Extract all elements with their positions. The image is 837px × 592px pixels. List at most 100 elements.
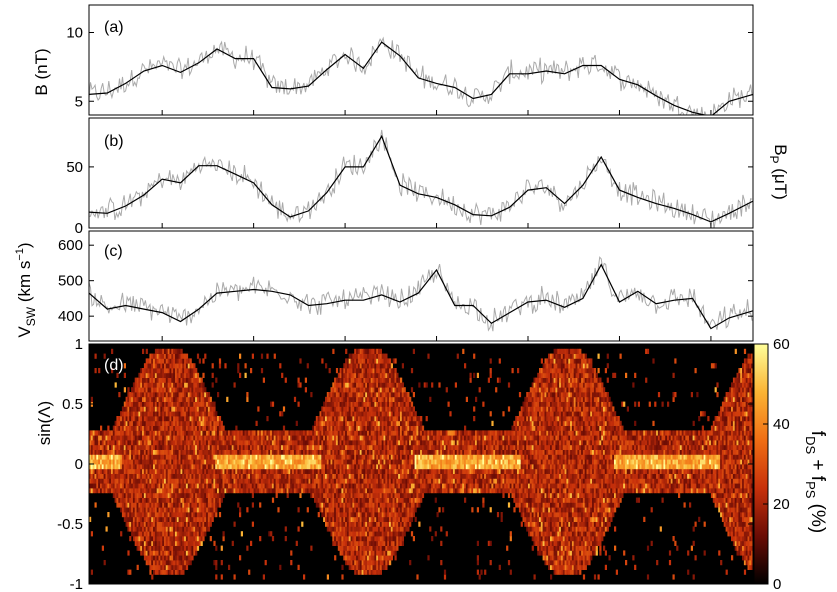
heatmap-cell bbox=[251, 435, 254, 441]
heatmap-cell bbox=[259, 488, 262, 494]
heatmap-cell bbox=[176, 473, 179, 479]
heatmap-cell bbox=[350, 531, 353, 537]
heatmap-cell bbox=[89, 488, 92, 494]
heatmap-cell bbox=[356, 420, 359, 426]
heatmap-cell bbox=[195, 521, 198, 527]
heatmap-cell bbox=[176, 382, 179, 388]
heatmap-cell bbox=[167, 368, 170, 374]
heatmap-cell bbox=[196, 406, 200, 412]
heatmap-cell bbox=[154, 368, 158, 374]
heatmap-cell bbox=[361, 564, 364, 570]
heatmap-cell bbox=[368, 488, 372, 494]
heatmap-cell bbox=[164, 473, 167, 479]
heatmap-cell bbox=[275, 444, 278, 450]
heatmap-cell bbox=[319, 425, 322, 431]
heatmap-cell bbox=[240, 444, 243, 450]
heatmap-cell bbox=[368, 430, 372, 436]
heatmap-cell bbox=[352, 377, 355, 383]
heatmap-cell bbox=[330, 459, 333, 465]
heatmap-cell bbox=[389, 387, 392, 393]
heatmap-cell bbox=[173, 512, 176, 518]
heatmap-cell bbox=[132, 483, 136, 489]
heatmap-cell bbox=[348, 550, 351, 556]
heatmap-cell bbox=[169, 531, 172, 537]
heatmap-cell bbox=[356, 368, 359, 374]
heatmap-cell bbox=[297, 483, 300, 489]
heatmap-cell bbox=[246, 396, 249, 402]
heatmap-cell bbox=[262, 483, 265, 489]
heatmap-cell bbox=[341, 435, 344, 441]
heatmap-cell bbox=[211, 492, 214, 498]
heatmap-cell bbox=[153, 440, 156, 446]
heatmap-cell bbox=[270, 468, 273, 474]
heatmap-cell bbox=[112, 468, 115, 474]
heatmap-cell bbox=[284, 488, 287, 494]
heatmap-cell bbox=[213, 454, 216, 460]
heatmap-cell bbox=[330, 497, 333, 503]
heatmap-cell bbox=[184, 497, 187, 503]
heatmap-cell bbox=[332, 401, 335, 407]
heatmap-cell bbox=[125, 425, 128, 431]
heatmap-cell bbox=[185, 406, 189, 412]
heatmap-cell bbox=[356, 531, 359, 537]
heatmap-cell bbox=[303, 459, 306, 465]
heatmap-cell bbox=[196, 497, 200, 503]
heatmap-cell bbox=[153, 401, 156, 407]
heatmap-cell bbox=[206, 392, 209, 398]
heatmap-cell bbox=[233, 430, 236, 436]
heatmap-cell bbox=[367, 363, 370, 369]
heatmap-cell bbox=[370, 521, 373, 527]
heatmap-cell bbox=[385, 473, 388, 479]
heatmap-cell bbox=[346, 411, 350, 417]
heatmap-cell bbox=[325, 444, 328, 450]
heatmap-cell bbox=[354, 435, 357, 441]
heatmap-cell bbox=[198, 516, 201, 522]
heatmap-cell bbox=[343, 416, 346, 422]
heatmap-cell bbox=[158, 401, 161, 407]
heatmap-cell bbox=[98, 468, 101, 474]
heatmap-cell bbox=[173, 464, 176, 470]
heatmap-cell bbox=[361, 435, 364, 441]
heatmap-cell bbox=[182, 416, 185, 422]
heatmap-cell bbox=[220, 483, 223, 489]
heatmap-cell bbox=[352, 531, 355, 537]
heatmap-cell bbox=[251, 459, 254, 465]
heatmap-cell bbox=[184, 416, 187, 422]
heatmap-cell bbox=[379, 363, 382, 369]
heatmap-cell bbox=[191, 497, 194, 503]
heatmap-cell bbox=[165, 382, 168, 388]
heatmap-cell bbox=[367, 468, 370, 474]
heatmap-cell bbox=[339, 430, 342, 436]
heatmap-cell bbox=[381, 449, 384, 455]
heatmap-cell bbox=[345, 444, 348, 450]
heatmap-cell bbox=[151, 420, 154, 426]
heatmap-cell bbox=[303, 454, 306, 460]
heatmap-cell bbox=[127, 488, 130, 494]
heatmap-cell bbox=[207, 502, 211, 508]
heatmap-cell bbox=[332, 468, 335, 474]
heatmap-cell bbox=[103, 488, 106, 494]
heatmap-cell bbox=[176, 560, 179, 566]
heatmap-cell bbox=[215, 502, 218, 508]
heatmap-cell bbox=[356, 478, 359, 484]
heatmap-cell bbox=[120, 430, 123, 436]
heatmap-cell bbox=[142, 492, 145, 498]
heatmap-cell bbox=[116, 425, 119, 431]
heatmap-cell bbox=[215, 512, 218, 518]
heatmap-cell bbox=[121, 420, 125, 426]
heatmap-cell bbox=[202, 516, 205, 522]
heatmap-cell bbox=[354, 555, 357, 561]
heatmap-cell bbox=[325, 464, 328, 470]
heatmap-cell bbox=[356, 406, 359, 412]
heatmap-cell bbox=[297, 507, 300, 513]
heatmap-cell bbox=[143, 536, 147, 542]
heatmap-cell bbox=[127, 449, 130, 455]
heatmap-cell bbox=[330, 416, 333, 422]
heatmap-cell bbox=[169, 512, 172, 518]
heatmap-cell bbox=[398, 540, 401, 546]
heatmap-cell bbox=[207, 507, 211, 513]
heatmap-cell bbox=[169, 536, 172, 542]
heatmap-cell bbox=[378, 372, 381, 378]
heatmap-cell bbox=[158, 416, 161, 422]
heatmap-cell bbox=[160, 492, 163, 498]
